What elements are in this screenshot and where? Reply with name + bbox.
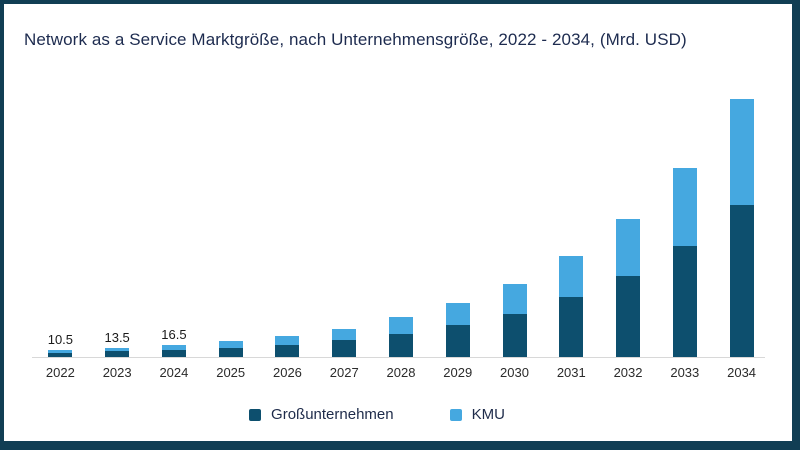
bar-group-2024: 16.5 — [146, 61, 203, 357]
bar-group-2032 — [600, 61, 657, 357]
bar-value-label: 10.5 — [47, 331, 74, 347]
bar-stack — [48, 349, 73, 357]
bar-segment-grossunternehmen — [105, 351, 130, 357]
bar-group-2029 — [429, 61, 486, 357]
bar-stack — [275, 336, 300, 357]
bar-segment-grossunternehmen — [729, 204, 754, 357]
bar-group-2027 — [316, 61, 373, 357]
bar-segment-kmu — [332, 328, 357, 341]
bar-stack — [502, 283, 527, 357]
bar-segment-kmu — [275, 336, 300, 345]
bar-segment-grossunternehmen — [672, 245, 697, 357]
bar-segment-grossunternehmen — [332, 340, 357, 357]
legend: Großunternehmen KMU — [4, 406, 771, 423]
bar-stack — [559, 255, 584, 357]
bar-stack — [445, 303, 470, 357]
bar-segment-kmu — [559, 255, 584, 298]
bar-group-2022: 10.5 — [32, 61, 89, 357]
bar-segment-kmu — [48, 349, 73, 353]
bar-stack — [616, 218, 641, 357]
x-tick-label: 2027 — [329, 365, 359, 380]
x-tick-label: 2029 — [443, 365, 473, 380]
bar-segment-kmu — [161, 345, 186, 351]
legend-label-kmu: KMU — [471, 406, 505, 423]
bar-segment-grossunternehmen — [161, 350, 186, 357]
legend-item-kmu: KMU — [449, 406, 505, 423]
bar-group-2034 — [713, 61, 770, 357]
x-tick-label: 2022 — [45, 365, 75, 380]
bar-segment-kmu — [502, 283, 527, 314]
bar-segment-kmu — [616, 218, 641, 276]
bar-segment-kmu — [729, 98, 754, 205]
bar-segment-grossunternehmen — [502, 313, 527, 357]
bar-segment-grossunternehmen — [48, 352, 73, 357]
bar-value-label: 16.5 — [161, 327, 187, 343]
bar-segment-grossunternehmen — [616, 275, 641, 357]
bar-segment-kmu — [218, 341, 243, 348]
x-tick-label: 2023 — [102, 365, 132, 380]
bar-stack — [388, 317, 413, 357]
bar-group-2031 — [543, 61, 600, 357]
x-tick-label: 2028 — [386, 365, 416, 380]
x-tick-label: 2032 — [613, 365, 643, 380]
bar-value-label: 13.5 — [104, 329, 130, 345]
x-tick-label: 2031 — [556, 365, 586, 380]
bar-stack — [218, 341, 243, 357]
bar-segment-kmu — [105, 347, 130, 352]
legend-swatch-kmu — [449, 408, 462, 421]
x-tick-label: 2025 — [216, 365, 246, 380]
bar-group-2033 — [656, 61, 713, 357]
bar-group-2025 — [202, 61, 259, 357]
bar-stack — [105, 347, 130, 357]
bar-group-2026 — [259, 61, 316, 357]
chart-title: Network as a Service Marktgröße, nach Un… — [24, 30, 687, 49]
bar-stack — [672, 168, 697, 357]
x-axis-line — [32, 357, 765, 358]
bar-group-2023: 13.5 — [89, 61, 146, 357]
bar-stack — [332, 328, 357, 357]
legend-swatch-grossunternehmen — [249, 408, 262, 421]
plot-area: 10.5 13.5 16.5 — [32, 61, 770, 357]
bar-segment-grossunternehmen — [445, 325, 470, 357]
bar-segment-kmu — [672, 168, 697, 246]
legend-item-grossunternehmen: Großunternehmen — [249, 406, 394, 423]
bar-segment-kmu — [445, 303, 470, 326]
bar-segment-grossunternehmen — [275, 344, 300, 357]
bar-stack — [729, 98, 754, 357]
x-tick-label: 2030 — [500, 365, 529, 380]
bar-segment-grossunternehmen — [388, 333, 413, 357]
x-tick-label: 2024 — [159, 365, 189, 380]
x-axis-labels: 2022 2023 2024 2025 2026 2027 2028 2029 2030 2031… — [32, 365, 770, 380]
x-tick-label: 2034 — [727, 365, 757, 380]
bar-segment-grossunternehmen — [218, 347, 243, 357]
bar-stack — [161, 345, 186, 357]
x-tick-label: 2033 — [670, 365, 700, 380]
x-tick-label: 2026 — [272, 365, 302, 380]
legend-label-grossunternehmen: Großunternehmen — [271, 406, 394, 423]
bar-group-2028 — [373, 61, 430, 357]
bar-segment-kmu — [388, 317, 413, 334]
bar-segment-grossunternehmen — [559, 297, 584, 357]
bar-group-2030 — [486, 61, 543, 357]
